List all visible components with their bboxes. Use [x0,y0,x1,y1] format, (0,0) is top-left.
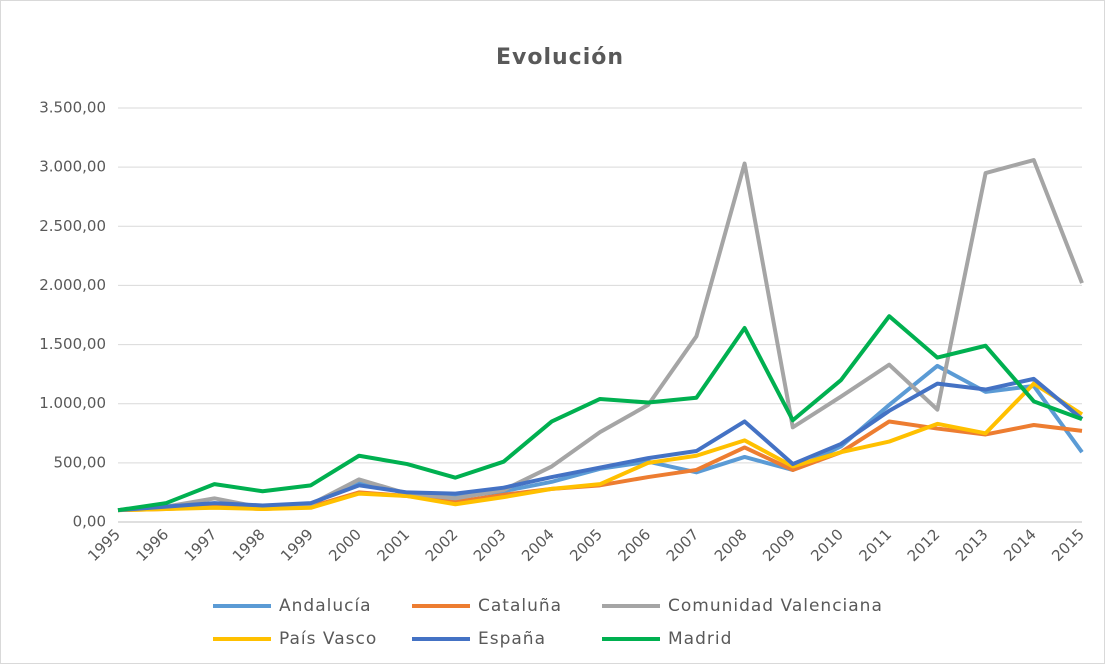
legend-label: Cataluña [478,596,562,616]
y-tick-label: 500,00 [54,453,107,471]
chart-title: Evolución [496,45,624,70]
y-tick-label: 2.000,00 [39,276,106,294]
legend-label: Andalucía [279,596,372,616]
y-tick-label: 1.500,00 [39,335,106,353]
y-tick-label: 1.000,00 [39,394,106,412]
legend-label: España [478,629,546,649]
y-tick-label: 0,00 [73,513,106,531]
legend-label: País Vasco [279,629,377,649]
legend-label: Madrid [668,629,732,649]
legend-label: Comunidad Valenciana [668,596,883,616]
series-line [117,314,1083,513]
y-tick-label: 2.500,00 [39,217,106,235]
y-tick-label: 3.500,00 [39,99,106,117]
series-line [117,376,1084,513]
y-tick-label: 3.000,00 [39,158,106,176]
series-line [117,381,1084,513]
